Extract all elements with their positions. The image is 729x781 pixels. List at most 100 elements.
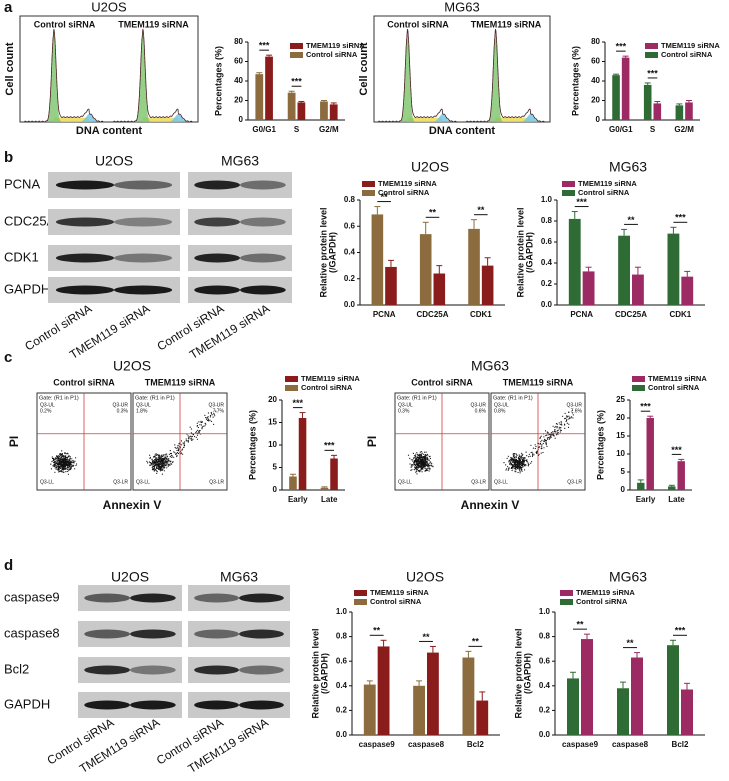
event-dot xyxy=(64,452,66,455)
y-axis-label: Relative protein level xyxy=(318,207,328,297)
legend-label: TMEM119 siRNA xyxy=(306,41,365,50)
event-dot xyxy=(173,456,175,458)
significance-label: *** xyxy=(291,77,302,87)
event-dot xyxy=(159,455,161,457)
event-dot xyxy=(176,455,178,458)
event-dot xyxy=(528,453,531,455)
y-tick-label: 80 xyxy=(234,37,243,46)
y-tick-label: 0.2 xyxy=(541,279,553,288)
event-dot xyxy=(149,457,151,459)
event-dot xyxy=(158,454,160,456)
event-dot xyxy=(164,466,166,468)
protein-label: CDC25A xyxy=(4,213,56,228)
event-dot xyxy=(60,455,62,457)
event-dot xyxy=(156,453,158,455)
protein-label: PCNA xyxy=(4,176,40,191)
event-dot xyxy=(516,454,518,456)
event-dot xyxy=(53,462,55,464)
event-dot xyxy=(154,458,157,460)
legend-label: TMEM119 siRNA xyxy=(578,179,637,188)
event-dot xyxy=(67,456,69,458)
event-dot xyxy=(409,463,411,465)
event-dot xyxy=(425,459,427,461)
event-dot xyxy=(513,460,515,462)
event-dot xyxy=(426,457,428,459)
bar xyxy=(462,657,475,735)
event-dot xyxy=(157,464,159,467)
y-tick-label: 0 xyxy=(273,485,278,494)
event-dot xyxy=(557,432,559,434)
event-dot xyxy=(161,473,163,475)
event-dot xyxy=(522,454,524,456)
event-dot xyxy=(559,423,561,426)
event-dot xyxy=(174,444,176,446)
event-dot xyxy=(207,418,209,420)
chart-title: U2OS xyxy=(411,159,449,175)
event-dot xyxy=(412,464,414,466)
event-dot xyxy=(190,432,192,434)
event-dot xyxy=(549,437,551,440)
y-tick-label: 0.0 xyxy=(541,300,553,309)
event-dot xyxy=(58,456,61,458)
event-dot xyxy=(69,463,71,466)
event-dot xyxy=(65,460,67,462)
event-dot xyxy=(512,453,515,455)
event-dot xyxy=(513,453,515,455)
bar xyxy=(685,102,693,120)
plot-label: TMEM119 siRNA xyxy=(503,377,574,387)
legend-label: TMEM119 siRNA xyxy=(301,374,360,383)
event-dot xyxy=(522,466,524,468)
event-dot xyxy=(414,457,416,459)
event-dot xyxy=(162,466,164,468)
event-dot xyxy=(521,452,523,454)
event-dot xyxy=(541,439,543,441)
y-tick-label: 20 xyxy=(591,96,600,105)
quadrant-label: Q3-LL xyxy=(136,479,150,485)
event-dot xyxy=(167,463,169,465)
event-dot xyxy=(546,434,548,436)
event-dot xyxy=(190,437,193,439)
event-dot xyxy=(428,462,430,464)
event-dot xyxy=(423,463,425,465)
bar xyxy=(298,418,307,490)
event-dot xyxy=(183,446,185,448)
panel-label: c xyxy=(4,349,12,366)
quadrant-label: Q3-UL xyxy=(40,402,55,408)
event-dot xyxy=(71,464,73,466)
event-dot xyxy=(195,430,198,432)
x-tick-label: CDK1 xyxy=(669,310,691,319)
x-axis-label: Annexin V xyxy=(461,498,520,512)
gate-label: Gate: (R1 in P1) xyxy=(493,395,533,401)
event-dot xyxy=(505,464,507,466)
bar xyxy=(567,678,579,735)
event-dot xyxy=(514,463,517,466)
event-dot xyxy=(534,447,536,450)
event-dot xyxy=(161,468,163,470)
blot-band xyxy=(84,593,130,603)
event-dot xyxy=(419,463,421,465)
event-dot xyxy=(148,461,150,463)
y-axis-label: (/GAPDH) xyxy=(522,653,532,694)
event-dot xyxy=(413,463,416,466)
event-dot xyxy=(204,425,206,427)
event-dot xyxy=(161,460,163,462)
event-dot xyxy=(160,459,162,461)
event-dot xyxy=(180,452,182,454)
event-dot xyxy=(67,465,69,467)
y-tick-label: 80 xyxy=(591,37,600,46)
event-dot xyxy=(515,453,518,455)
blot-band xyxy=(194,700,239,710)
x-tick-label: S xyxy=(294,125,300,134)
blot-band xyxy=(240,180,286,190)
event-dot xyxy=(416,452,418,454)
event-dot xyxy=(70,463,72,465)
event-dot xyxy=(69,467,71,469)
legend-swatch xyxy=(354,590,367,596)
event-dot xyxy=(421,464,423,466)
blot-band xyxy=(113,180,173,190)
event-dot xyxy=(54,467,56,469)
y-tick-label: 0.6 xyxy=(344,221,356,230)
event-dot xyxy=(556,427,558,429)
event-dot xyxy=(515,471,517,473)
